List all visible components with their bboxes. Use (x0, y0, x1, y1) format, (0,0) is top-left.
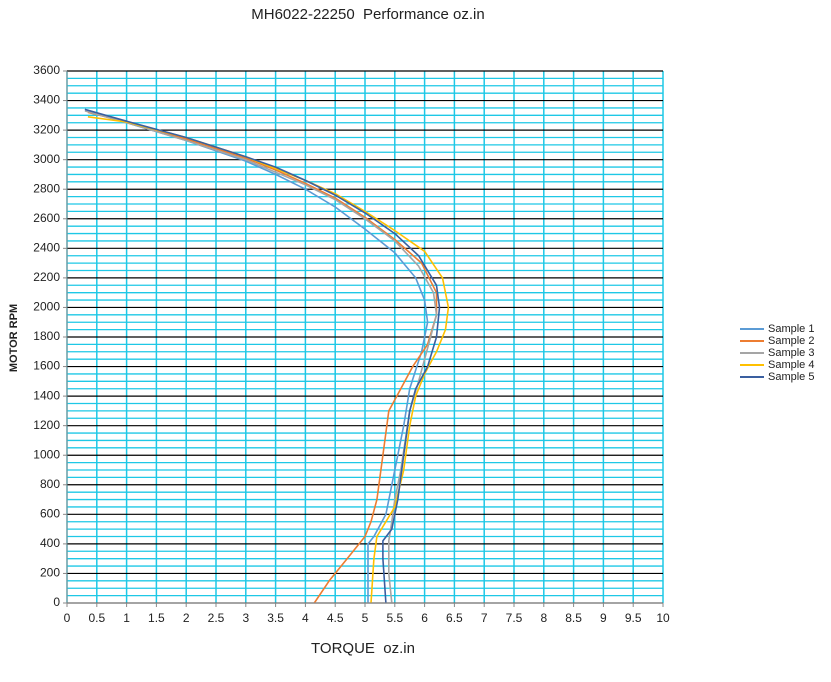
x-tick-label: 0.5 (88, 611, 105, 625)
x-tick-label: 3 (242, 611, 249, 625)
legend-label: Sample 5 (768, 371, 814, 383)
grid (66, 70, 664, 604)
legend-label: Sample 3 (768, 347, 814, 359)
x-tick-label: 9 (600, 611, 607, 625)
y-tick-label: 1200 (33, 418, 60, 432)
x-tick-label: 5.5 (386, 611, 403, 625)
y-axis-label: MOTOR RPM (8, 304, 20, 372)
legend-label: Sample 4 (768, 359, 814, 371)
x-tick-label: 1 (123, 611, 130, 625)
lines (84, 108, 450, 604)
series-line (84, 108, 429, 603)
y-tick-label: 3200 (33, 122, 60, 136)
y-tick-label: 1400 (33, 388, 60, 402)
x-tick-label: 8.5 (565, 611, 582, 625)
series-line (84, 110, 438, 604)
y-tick-label: 1600 (33, 359, 60, 373)
y-tick-label: 3600 (33, 63, 60, 77)
x-tick-label: 5 (362, 611, 369, 625)
x-tick-label: 0 (64, 611, 71, 625)
y-tick-label: 800 (40, 477, 60, 491)
y-tick-label: 400 (40, 536, 60, 550)
legend-label: Sample 1 (768, 323, 814, 335)
series-line (84, 108, 441, 604)
y-tick-label: 1800 (33, 329, 60, 343)
y-tick-label: 2600 (33, 211, 60, 225)
x-tick-label: 2.5 (208, 611, 225, 625)
y-tick-label: 3000 (33, 152, 60, 166)
y-tick-label: 1000 (33, 447, 60, 461)
x-tick-label: 2 (183, 611, 190, 625)
legend-label: Sample 2 (768, 335, 814, 347)
x-tick-label: 10 (656, 611, 670, 625)
y-tick-label: 600 (40, 507, 60, 521)
x-tick-label: 3.5 (267, 611, 284, 625)
x-tick-label: 1.5 (148, 611, 165, 625)
x-tick-label: 6 (421, 611, 428, 625)
x-tick-label: 4.5 (327, 611, 344, 625)
chart-title: MH6022-22250 Performance oz.in (251, 6, 484, 23)
x-tick-label: 7 (481, 611, 488, 625)
y-tick-label: 3400 (33, 93, 60, 107)
series-line (87, 116, 450, 604)
y-tick-label: 2400 (33, 241, 60, 255)
y-tick-label: 2200 (33, 270, 60, 284)
x-tick-label: 6.5 (446, 611, 463, 625)
x-axis-label: TORQUE oz.in (311, 640, 415, 657)
x-tick-label: 7.5 (506, 611, 523, 625)
y-tick-label: 200 (40, 566, 60, 580)
axes: 0 0.5 1 1.5 2 2.5 3 3.5 4 4.5 5 5.5 6 6.5 7 7.5 8 8.5 9 9.5… (33, 63, 670, 625)
y-tick-label: 0 (53, 595, 60, 609)
x-tick-label: 4 (302, 611, 309, 625)
x-tick-label: 9.5 (625, 611, 642, 625)
y-tick-label: 2000 (33, 300, 60, 314)
y-tick-label: 2800 (33, 181, 60, 195)
x-tick-label: 8 (540, 611, 547, 625)
